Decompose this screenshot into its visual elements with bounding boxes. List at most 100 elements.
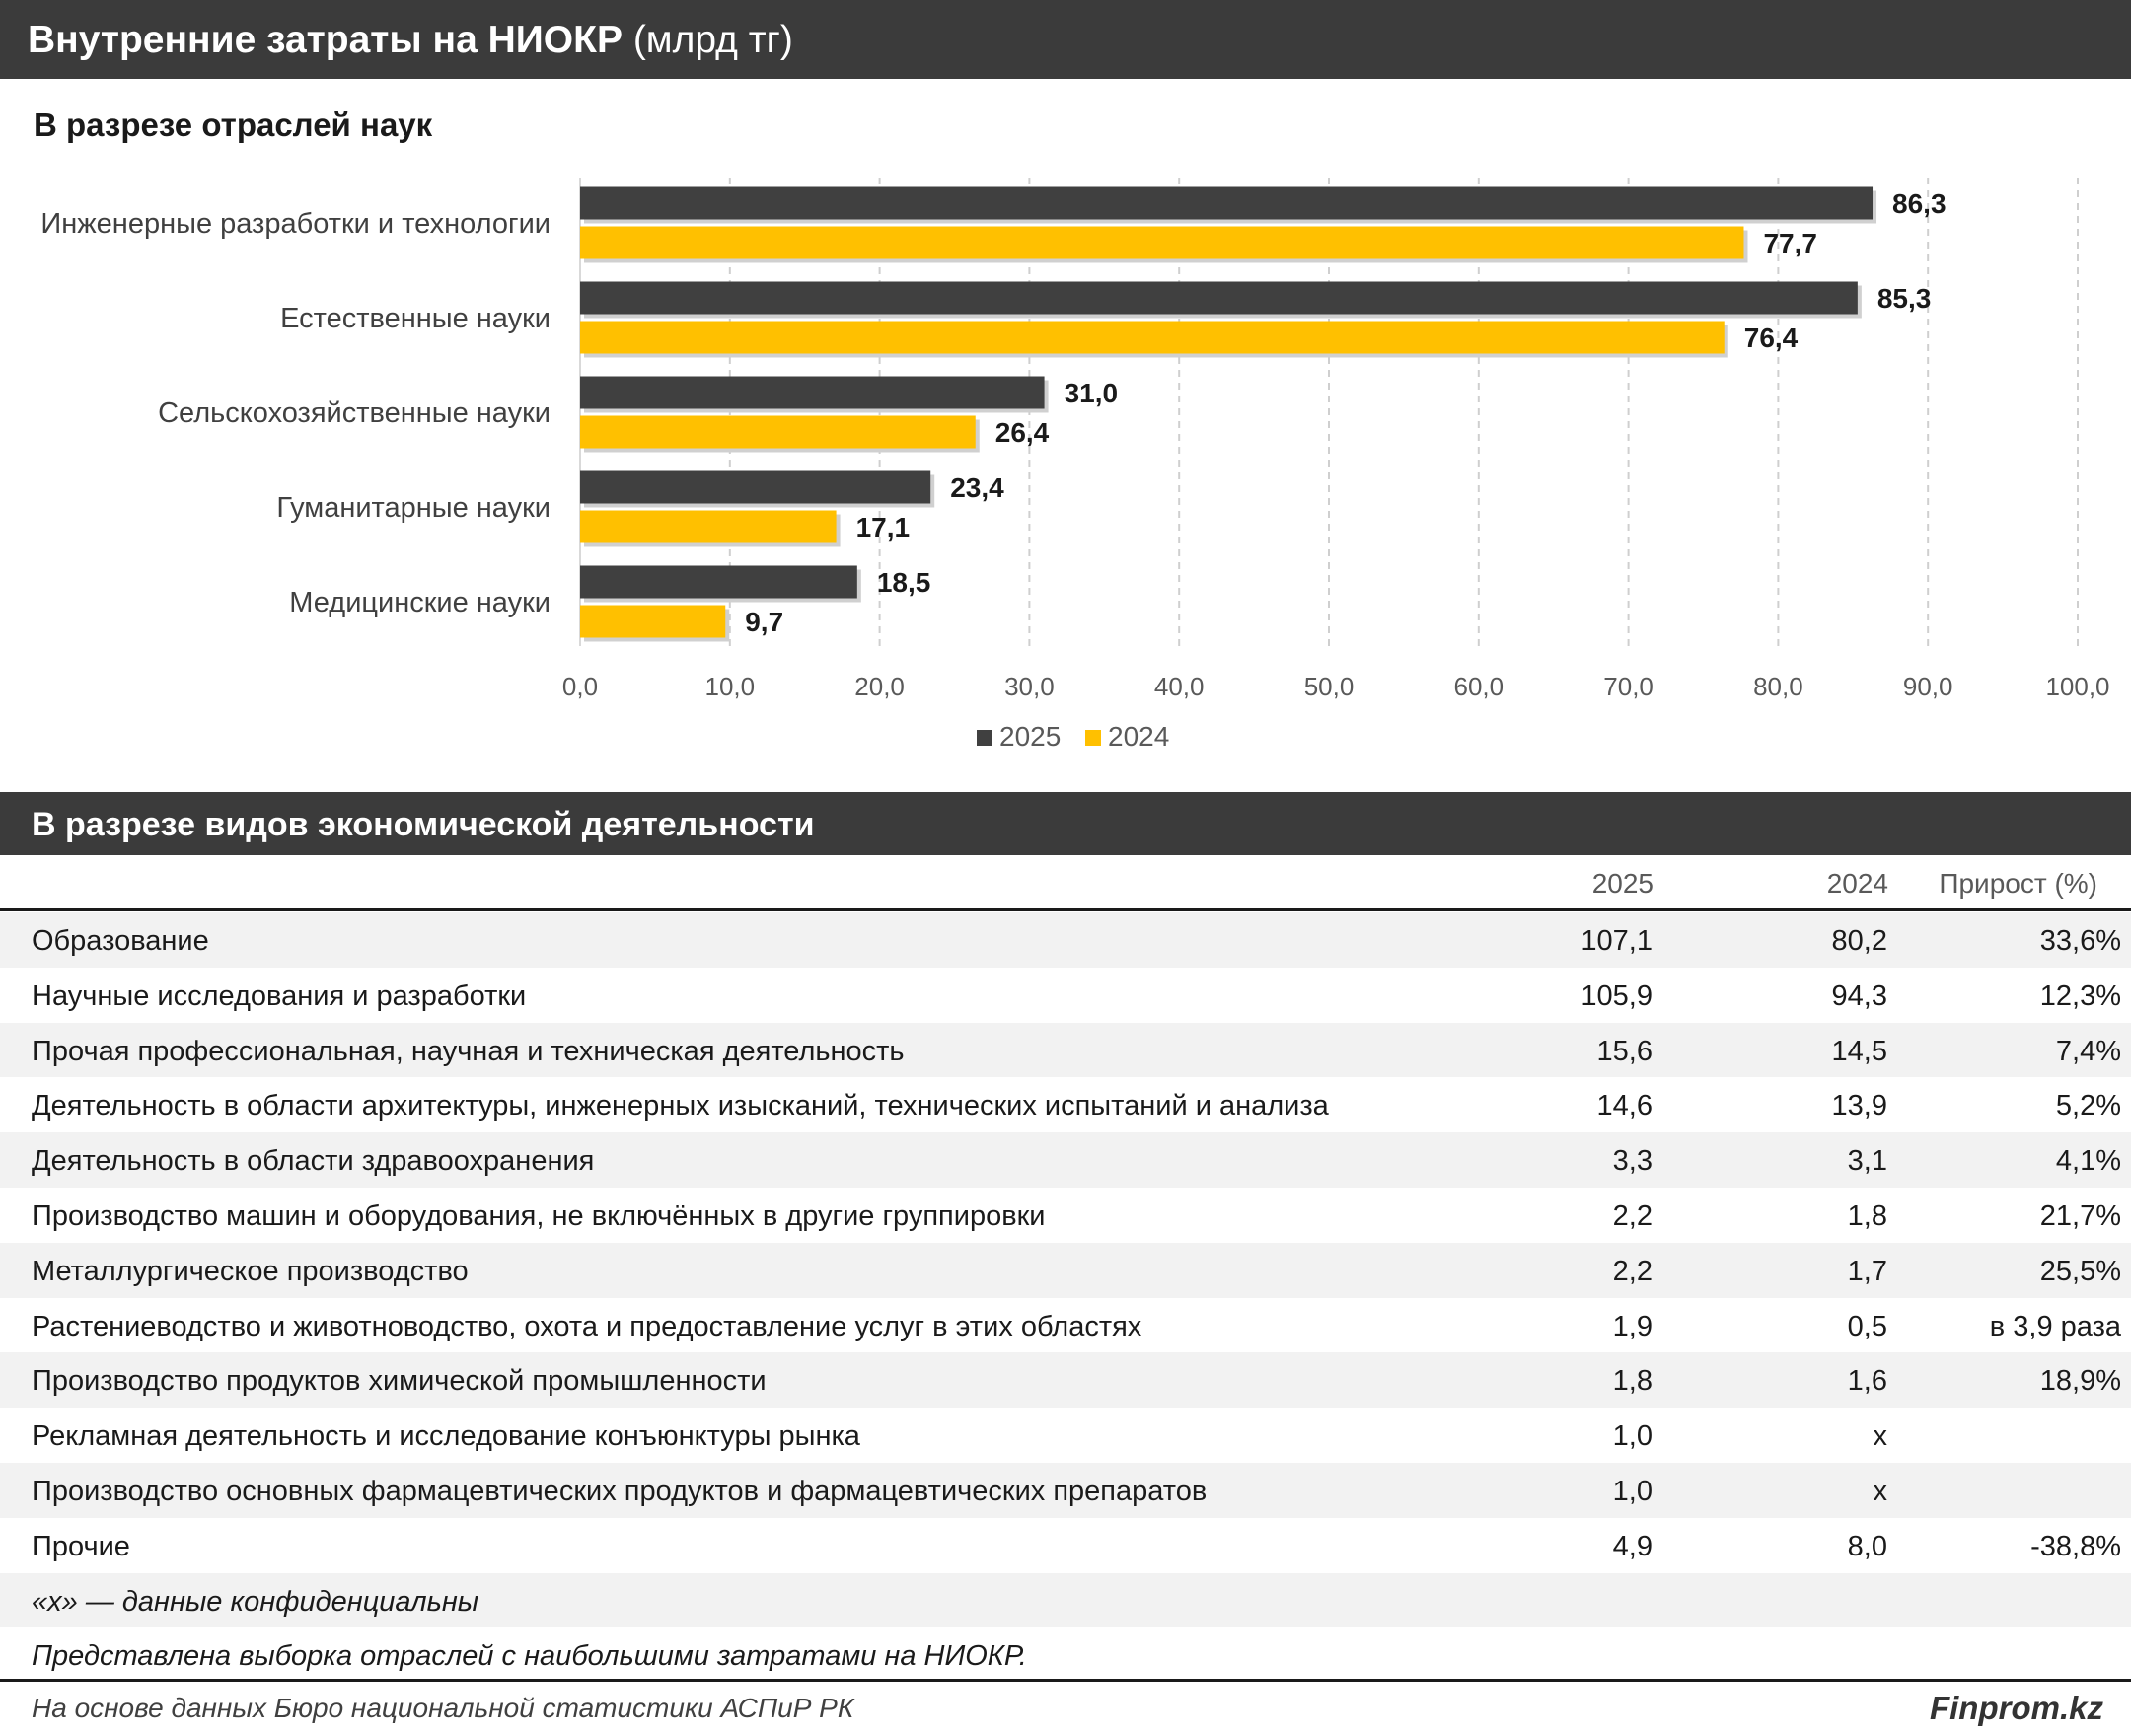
row-value-2025: 1,8 xyxy=(1612,1365,1653,1398)
row-value-2025: 2,2 xyxy=(1612,1255,1653,1287)
table-row: Производство машин и оборудования, не вк… xyxy=(0,1188,2131,1243)
table-row: Растениеводство и животноводство, охота … xyxy=(0,1298,2131,1353)
x-tick-label: 30,0 xyxy=(1004,672,1055,701)
data-label: 31,0 xyxy=(1065,378,1119,408)
row-growth: -38,8% xyxy=(2030,1530,2121,1562)
source-note: На основе данных Бюро национальной стати… xyxy=(32,1693,854,1723)
bar-2024 xyxy=(580,415,976,449)
table-row: Деятельность в области архитектуры, инже… xyxy=(0,1077,2131,1132)
data-label: 23,4 xyxy=(950,472,1004,503)
row-value-2025: 4,9 xyxy=(1612,1530,1653,1562)
table-row: Прочая профессиональная, научная и техни… xyxy=(0,1022,2131,1078)
x-tick-label: 100,0 xyxy=(2045,672,2109,701)
page-title: Внутренние затраты на НИОКР xyxy=(28,19,623,61)
category-label: Медицинские науки xyxy=(289,587,551,618)
table-body: Образование 107,1 80,2 33,6% Научные исслед… xyxy=(0,912,2131,1683)
table-header: 2025 2024 Прирост (%) xyxy=(0,856,2131,911)
row-value-2025: 107,1 xyxy=(1580,925,1653,957)
page-header: Внутренние затраты на НИОКР (млрд тг) xyxy=(0,0,2131,79)
row-value-2024: 1,6 xyxy=(1847,1365,1887,1398)
row-value-2025: 105,9 xyxy=(1580,979,1653,1012)
row-growth: 4,1% xyxy=(2055,1145,2121,1178)
table-row: Прочие 4,9 8,0 -38,8% xyxy=(0,1518,2131,1573)
row-growth: 12,3% xyxy=(2039,979,2121,1012)
data-label: 86,3 xyxy=(1892,188,1947,219)
table-note: Представлена выборка отраслей с наибольш… xyxy=(0,1628,2131,1683)
chart-subtitle: В разрезе отраслей наук xyxy=(34,107,433,143)
x-tick-label: 90,0 xyxy=(1903,672,1953,701)
bar-2025 xyxy=(580,470,931,504)
row-growth: 18,9% xyxy=(2039,1365,2121,1398)
data-label: 85,3 xyxy=(1877,283,1932,314)
row-value-2024: 1,8 xyxy=(1847,1199,1887,1232)
row-label: Растениеводство и животноводство, охота … xyxy=(32,1310,1142,1342)
bar-2025 xyxy=(580,281,1858,315)
brand-logo: Finprom.kz xyxy=(1929,1690,2103,1726)
row-value-2024: 13,9 xyxy=(1831,1090,1887,1122)
page-title-unit: (млрд тг) xyxy=(632,19,793,61)
data-label: 17,1 xyxy=(856,512,911,542)
x-tick-label: 50,0 xyxy=(1304,672,1355,701)
row-value-2025: 14,6 xyxy=(1596,1090,1653,1122)
row-growth: 7,4% xyxy=(2055,1035,2121,1067)
bar-2024 xyxy=(580,605,726,638)
x-tick-label: 40,0 xyxy=(1154,672,1205,701)
row-value-2025: 1,0 xyxy=(1612,1420,1653,1453)
row-value-2024: 0,5 xyxy=(1847,1310,1887,1342)
column-header-2024: 2024 xyxy=(1826,868,1888,899)
footer: На основе данных Бюро национальной стати… xyxy=(0,1679,2131,1736)
data-label: 77,7 xyxy=(1763,228,1817,258)
row-label: Металлургическое производство xyxy=(32,1255,469,1287)
bar-2024 xyxy=(580,226,1744,259)
x-tick-label: 20,0 xyxy=(854,672,905,701)
row-value-2024: 94,3 xyxy=(1831,979,1887,1012)
table-row: Образование 107,1 80,2 33,6% xyxy=(0,912,2131,968)
table-row: Производство основных фармацевтических п… xyxy=(0,1462,2131,1518)
row-label: Прочая профессиональная, научная и техни… xyxy=(32,1035,905,1067)
table-section-title: В разрезе видов экономической деятельнос… xyxy=(0,792,2131,855)
data-label: 76,4 xyxy=(1744,323,1799,353)
bar-2025 xyxy=(580,376,1045,409)
table-row: Металлургическое производство 2,2 1,7 25,5% xyxy=(0,1242,2131,1298)
row-value-2025: 3,3 xyxy=(1612,1145,1653,1178)
data-label: 26,4 xyxy=(995,417,1050,448)
row-value-2024: 80,2 xyxy=(1831,925,1887,957)
category-label: Гуманитарные науки xyxy=(276,492,551,524)
row-growth: 25,5% xyxy=(2039,1255,2121,1287)
table-row: Научные исследования и разработки 105,9 94… xyxy=(0,968,2131,1023)
row-label: Рекламная деятельность и исследование ко… xyxy=(32,1420,860,1453)
row-growth: 33,6% xyxy=(2039,925,2121,957)
x-tick-label: 60,0 xyxy=(1453,672,1504,701)
row-value-2025: 2,2 xyxy=(1612,1199,1653,1232)
bar-chart: 0,0 10,0 20,0 30,0 40,0 50,0 60,0 70,0 80,0 90,0 1… xyxy=(40,178,2110,752)
category-label: Естественные науки xyxy=(280,303,551,334)
row-growth: 21,7% xyxy=(2039,1199,2121,1232)
row-label: Деятельность в области здравоохранения xyxy=(32,1145,595,1178)
row-value-2024: 3,1 xyxy=(1847,1145,1887,1178)
table-row: Деятельность в области здравоохранения 3,… xyxy=(0,1132,2131,1188)
bar-2025 xyxy=(580,565,857,599)
row-value-2024: 14,5 xyxy=(1831,1035,1887,1067)
confidential-note: «х» — данные конфиденциальны xyxy=(32,1585,479,1618)
row-value-2025: 15,6 xyxy=(1596,1035,1653,1067)
row-label: Образование xyxy=(32,925,209,957)
legend-swatch-2025 xyxy=(977,730,992,746)
row-label: Прочие xyxy=(32,1530,130,1562)
row-value-2024: 8,0 xyxy=(1847,1530,1887,1562)
sample-note: Представлена выборка отраслей с наибольш… xyxy=(32,1640,1027,1673)
x-tick-label: 80,0 xyxy=(1753,672,1803,701)
bar-2025 xyxy=(580,186,1874,220)
row-label: Деятельность в области архитектуры, инже… xyxy=(32,1090,1329,1122)
category-label: Сельскохозяйственные науки xyxy=(158,398,551,429)
row-value-2025: 1,0 xyxy=(1612,1475,1653,1507)
row-value-2024: х xyxy=(1873,1475,1888,1507)
row-label: Производство продуктов химической промыш… xyxy=(32,1365,767,1398)
table-note: «х» — данные конфиденциальны xyxy=(0,1572,2131,1628)
table-row: Производство продуктов химической промыш… xyxy=(0,1352,2131,1409)
bar-2024 xyxy=(580,321,1725,354)
column-header-2025: 2025 xyxy=(1591,868,1653,899)
row-value-2025: 1,9 xyxy=(1612,1310,1653,1342)
x-tick-label: 10,0 xyxy=(704,672,755,701)
data-label: 18,5 xyxy=(877,567,931,598)
row-label: Производство основных фармацевтических п… xyxy=(32,1475,1208,1507)
